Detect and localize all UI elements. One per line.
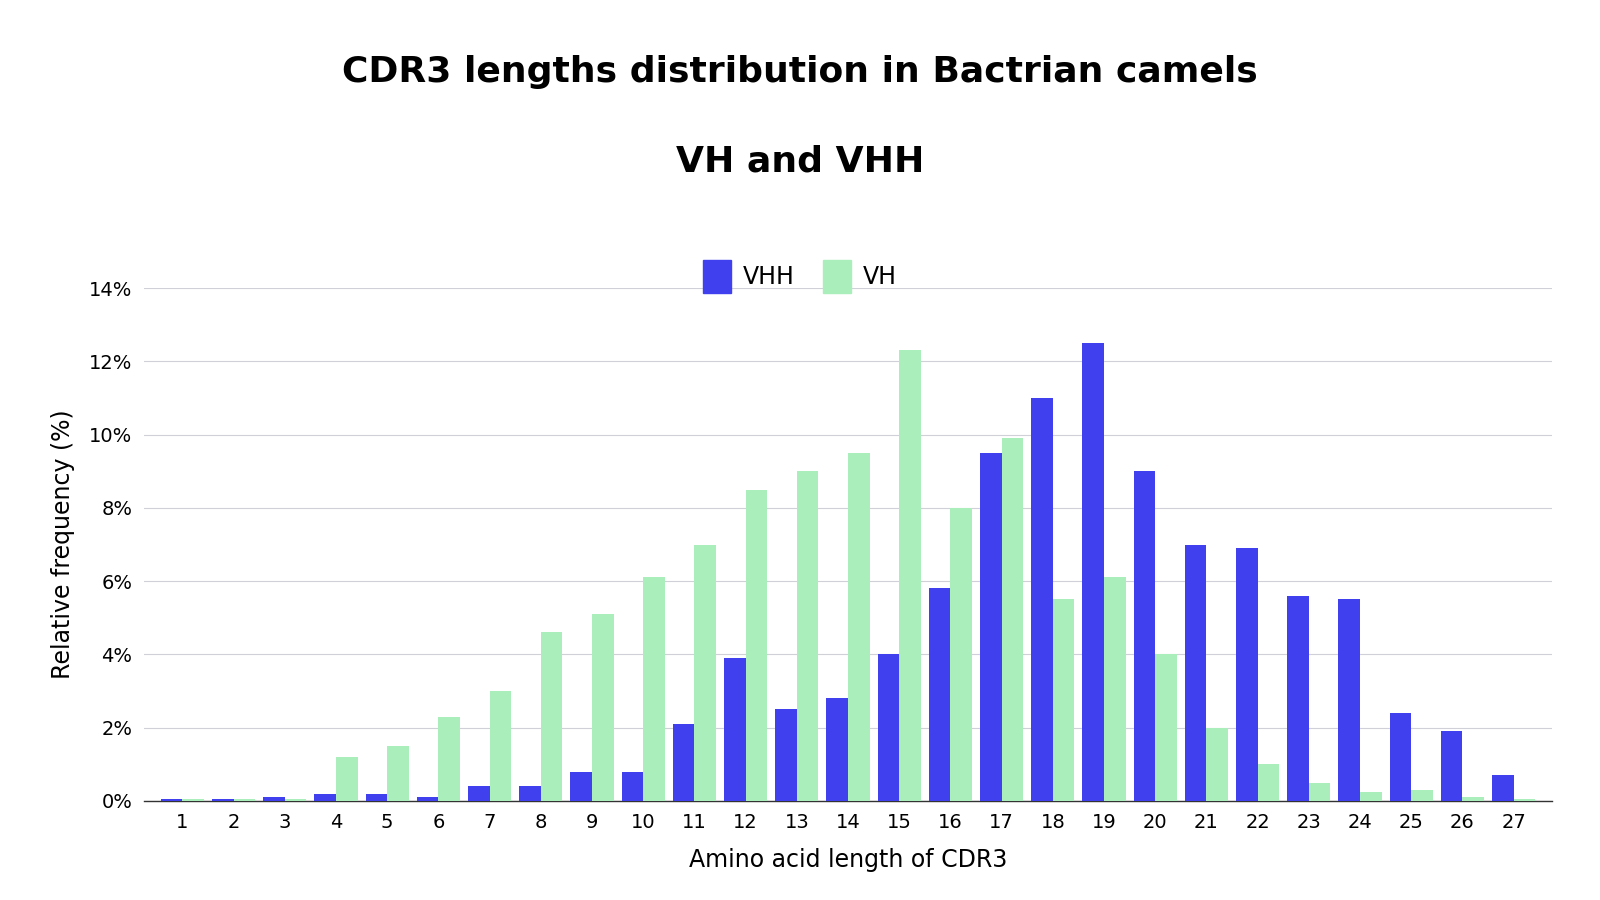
Bar <box>1462 797 1483 801</box>
Bar <box>694 544 715 801</box>
X-axis label: Amino acid length of CDR3: Amino acid length of CDR3 <box>690 849 1006 872</box>
Bar <box>234 799 254 801</box>
Bar <box>643 578 664 801</box>
Legend: VHH, VH: VHH, VH <box>693 250 907 302</box>
Bar <box>592 614 613 801</box>
Bar <box>315 794 336 801</box>
Bar <box>336 757 357 801</box>
Bar <box>1206 728 1227 801</box>
Bar <box>1104 578 1125 801</box>
Bar <box>950 508 971 801</box>
Bar <box>725 658 746 801</box>
Bar <box>1237 548 1258 801</box>
Bar <box>1442 732 1462 801</box>
Bar <box>878 654 899 801</box>
Bar <box>776 709 797 801</box>
Bar <box>899 350 920 801</box>
Bar <box>1411 790 1432 801</box>
Bar <box>162 799 182 801</box>
Bar <box>418 797 438 801</box>
Bar <box>746 490 766 801</box>
Bar <box>541 633 562 801</box>
Bar <box>1053 599 1074 801</box>
Bar <box>674 724 694 801</box>
Bar <box>264 797 285 801</box>
Bar <box>848 453 869 801</box>
Text: VH and VHH: VH and VHH <box>675 145 925 179</box>
Bar <box>366 794 387 801</box>
Bar <box>213 799 234 801</box>
Bar <box>827 698 848 801</box>
Bar <box>1258 764 1278 801</box>
Text: CDR3 lengths distribution in Bactrian camels: CDR3 lengths distribution in Bactrian ca… <box>342 55 1258 89</box>
Bar <box>1339 599 1360 801</box>
Bar <box>1186 544 1206 801</box>
Bar <box>1309 783 1330 801</box>
Bar <box>1155 654 1176 801</box>
Bar <box>1032 398 1053 801</box>
Bar <box>438 716 459 801</box>
Bar <box>1288 596 1309 801</box>
Bar <box>1493 776 1514 801</box>
Y-axis label: Relative frequency (%): Relative frequency (%) <box>51 410 75 680</box>
Bar <box>490 691 510 801</box>
Bar <box>387 746 408 801</box>
Bar <box>930 589 950 801</box>
Bar <box>1514 799 1534 801</box>
Bar <box>520 787 541 801</box>
Bar <box>285 799 306 801</box>
Bar <box>1134 472 1155 801</box>
Bar <box>1083 343 1104 801</box>
Bar <box>622 771 643 801</box>
Bar <box>1390 713 1411 801</box>
Bar <box>182 799 203 801</box>
Bar <box>571 771 592 801</box>
Bar <box>1360 792 1381 801</box>
Bar <box>1002 438 1022 801</box>
Bar <box>469 787 490 801</box>
Bar <box>981 453 1002 801</box>
Bar <box>797 472 818 801</box>
